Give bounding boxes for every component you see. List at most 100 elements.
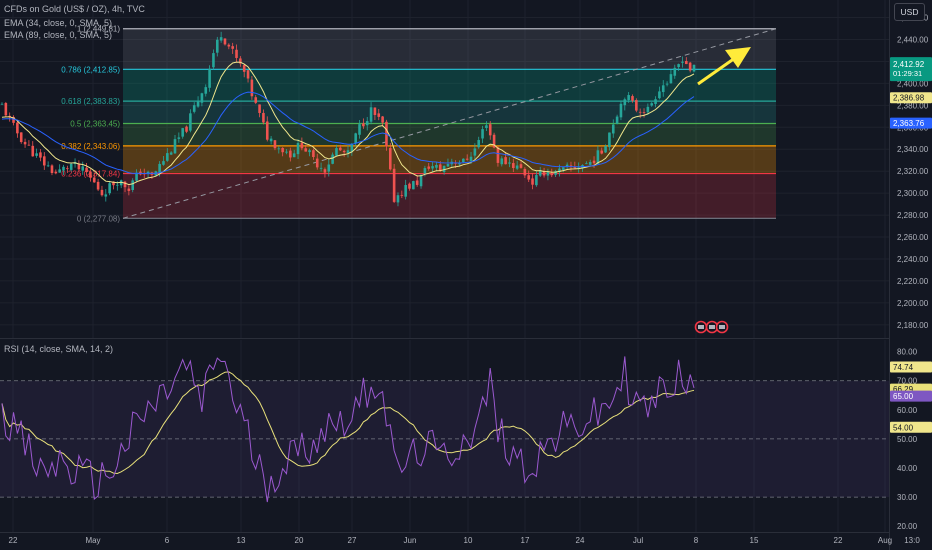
economic-events[interactable] — [694, 320, 729, 334]
last-price-tag-subtext: 01:29:31 — [893, 69, 922, 78]
candle-body — [419, 174, 423, 187]
rsi-axis-labels: 80.00 70.00 60.00 50.00 40.00 30.00 20.00 — [897, 348, 918, 532]
time-tick-label: Aug — [878, 536, 892, 545]
candle-body — [185, 126, 188, 132]
time-tick-label: 22 — [834, 536, 843, 545]
candle-body — [627, 95, 630, 101]
price-tick-label: 2,320.00 — [897, 167, 929, 176]
price-tick-label: 2,180.00 — [897, 321, 929, 330]
candle-body — [535, 175, 538, 186]
ema-89-legend[interactable]: EMA (89, close, 0, SMA, 5) — [4, 30, 113, 40]
candle-body — [492, 134, 496, 148]
candle-body — [592, 160, 596, 164]
candle-body — [677, 64, 680, 68]
candle-body — [246, 70, 250, 79]
candle-body — [19, 132, 23, 143]
candle-body — [4, 103, 8, 116]
rsi-value-tag — [890, 390, 932, 402]
candle-body — [604, 146, 607, 153]
candle-body — [685, 61, 688, 65]
candle-body — [181, 128, 184, 137]
time-tick-label: Jul — [633, 536, 643, 545]
candle-body — [388, 148, 392, 170]
price-tick-label: 2,340.00 — [897, 145, 929, 154]
forecast-arrow[interactable] — [697, 47, 751, 86]
candle-body — [116, 184, 119, 186]
candle-body — [127, 188, 131, 191]
candle-body — [458, 163, 461, 165]
time-tick-label: 22 — [9, 536, 18, 545]
currency-button[interactable]: USD — [894, 3, 925, 21]
fib-zone — [123, 28, 776, 70]
candle-body — [446, 164, 450, 167]
fibonacci-retracement[interactable]: 1 (2,449.81) 0.786 (2,412.85) 0.618 (2,383… — [61, 25, 776, 224]
candle-body — [119, 180, 123, 186]
candle-body — [512, 163, 515, 168]
candle-body — [277, 148, 281, 150]
candle-body — [427, 166, 431, 169]
candle-body — [215, 39, 219, 53]
candle-body — [166, 153, 169, 161]
candle-body — [665, 83, 669, 85]
candle-body — [262, 112, 265, 123]
candle-body — [85, 167, 88, 173]
fib-level-label: 0.5 (2,363.45) — [70, 120, 120, 129]
candle-body — [496, 147, 500, 163]
candle-body — [504, 157, 507, 165]
candle-body — [16, 122, 19, 134]
candle-body — [654, 99, 657, 104]
candle-body — [239, 58, 242, 64]
candle-body — [304, 148, 308, 152]
price-axis[interactable] — [889, 0, 932, 550]
ema-89-price-tag-text: 2,363.76 — [893, 119, 925, 128]
rsi-tick-label: 80.00 — [897, 348, 918, 357]
candle-body — [642, 112, 646, 114]
price-tick-label: 2,260.00 — [897, 233, 929, 242]
candle-body — [204, 87, 208, 94]
candle-body — [573, 167, 577, 169]
candle-body — [661, 85, 665, 93]
candle-body — [285, 151, 288, 153]
candle-body — [66, 168, 69, 170]
candle-body — [158, 163, 161, 173]
rsi-legend[interactable]: RSI (14, close, SMA, 14, 2) — [4, 344, 114, 354]
time-axis[interactable]: 22 May 6 13 20 27 Jun 10 17 24 Jul 8 15 22 Aug 13:0 — [9, 536, 921, 545]
candle-body — [561, 167, 565, 170]
candle-body — [273, 140, 277, 149]
candle-body — [381, 116, 384, 123]
symbol-legend[interactable]: CFDs on Gold (US$ / OZ), 4h, TVC — [4, 4, 145, 14]
candle-body — [131, 180, 135, 190]
flag-icon — [709, 325, 715, 329]
candle-body — [542, 171, 546, 176]
candle-body — [346, 150, 350, 154]
fib-level-label: 0.618 (2,383.83) — [61, 97, 120, 106]
candle-body — [0, 103, 4, 105]
candle-body — [554, 171, 557, 175]
candle-body — [269, 138, 273, 142]
candle-body — [289, 150, 292, 158]
fib-level-label: 0.382 (2,343.06) — [61, 142, 120, 151]
candle-body — [104, 194, 108, 197]
candle-body — [173, 139, 177, 154]
time-tick-label: 24 — [576, 536, 585, 545]
candle-body — [308, 150, 311, 153]
candle-body — [608, 132, 611, 148]
fib-level-label: 1 (2,449.81) — [77, 25, 120, 34]
candle-body — [69, 163, 73, 170]
candle-body — [400, 194, 404, 196]
candle-body — [477, 140, 481, 148]
candle-body — [488, 124, 492, 136]
ema-34-legend[interactable]: EMA (34, close, 0, SMA, 5) — [4, 18, 113, 28]
ema-34-price-tag — [890, 92, 932, 104]
candle-body — [596, 150, 600, 164]
fib-level-label: 0 (2,277.08) — [77, 214, 120, 223]
price-tick-label: 2,240.00 — [897, 255, 929, 264]
time-tick-label: Jun — [404, 536, 417, 545]
candle-body — [331, 154, 334, 164]
candle-body — [296, 143, 300, 155]
last-price-tag-text: 2,412.92 — [893, 60, 925, 69]
grid — [0, 0, 889, 532]
candle-body — [89, 171, 92, 178]
candle-body — [12, 116, 15, 123]
